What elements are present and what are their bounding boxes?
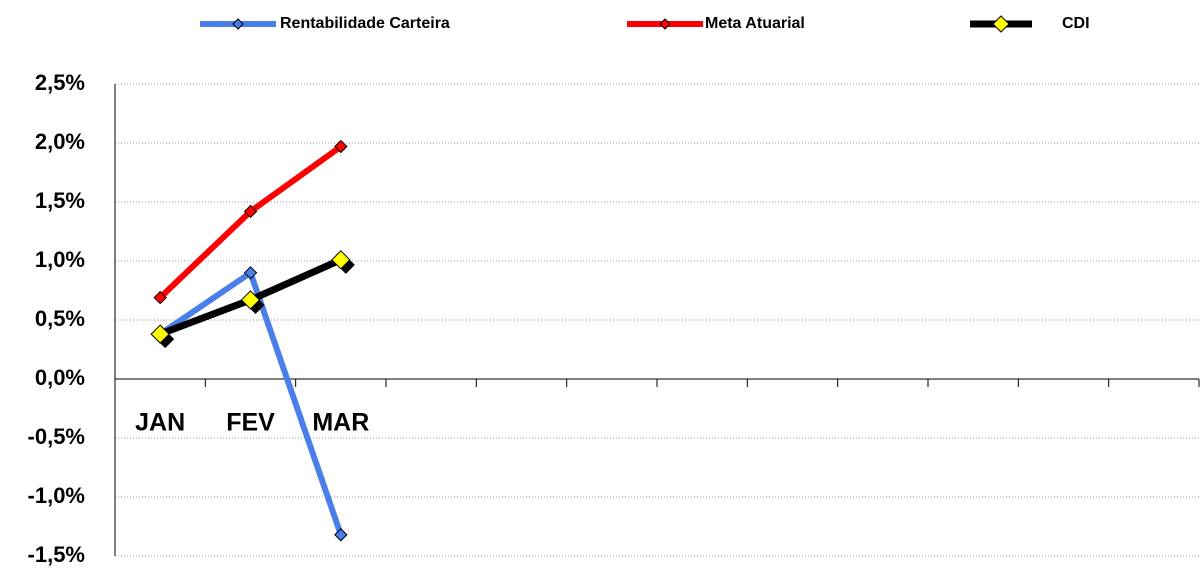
y-tick-label: -1,0%: [28, 483, 85, 508]
data-point: [243, 266, 258, 280]
data-point: [150, 324, 170, 344]
legend-marker: [232, 18, 244, 30]
legend-marker: [659, 18, 671, 30]
x-tick-label: MAR: [312, 409, 369, 437]
legend-label: Meta Atuarial: [705, 15, 805, 32]
y-tick-label: 2,5%: [35, 70, 85, 95]
y-tick-label: 0,5%: [35, 306, 85, 331]
y-tick-label: 1,5%: [35, 188, 85, 213]
legend-label: Rentabilidade Carteira: [280, 15, 450, 32]
data-point: [243, 204, 258, 219]
series-line: [158, 269, 344, 536]
data-point: [334, 139, 348, 154]
y-tick-label: 2,0%: [35, 129, 85, 154]
data-point: [331, 250, 351, 270]
y-tick-label: 0,0%: [35, 365, 85, 390]
data-point: [153, 290, 167, 305]
x-tick-label: FEV: [226, 409, 275, 437]
data-point: [334, 528, 348, 542]
y-tick-label: 1,0%: [35, 247, 85, 272]
x-tick-label: JAN: [135, 409, 185, 437]
legend-marker: [992, 15, 1010, 33]
y-tick-label: -0,5%: [28, 424, 85, 449]
legend-label: CDI: [1062, 15, 1090, 32]
data-point: [240, 290, 261, 310]
y-tick-label: -1,5%: [28, 542, 85, 567]
